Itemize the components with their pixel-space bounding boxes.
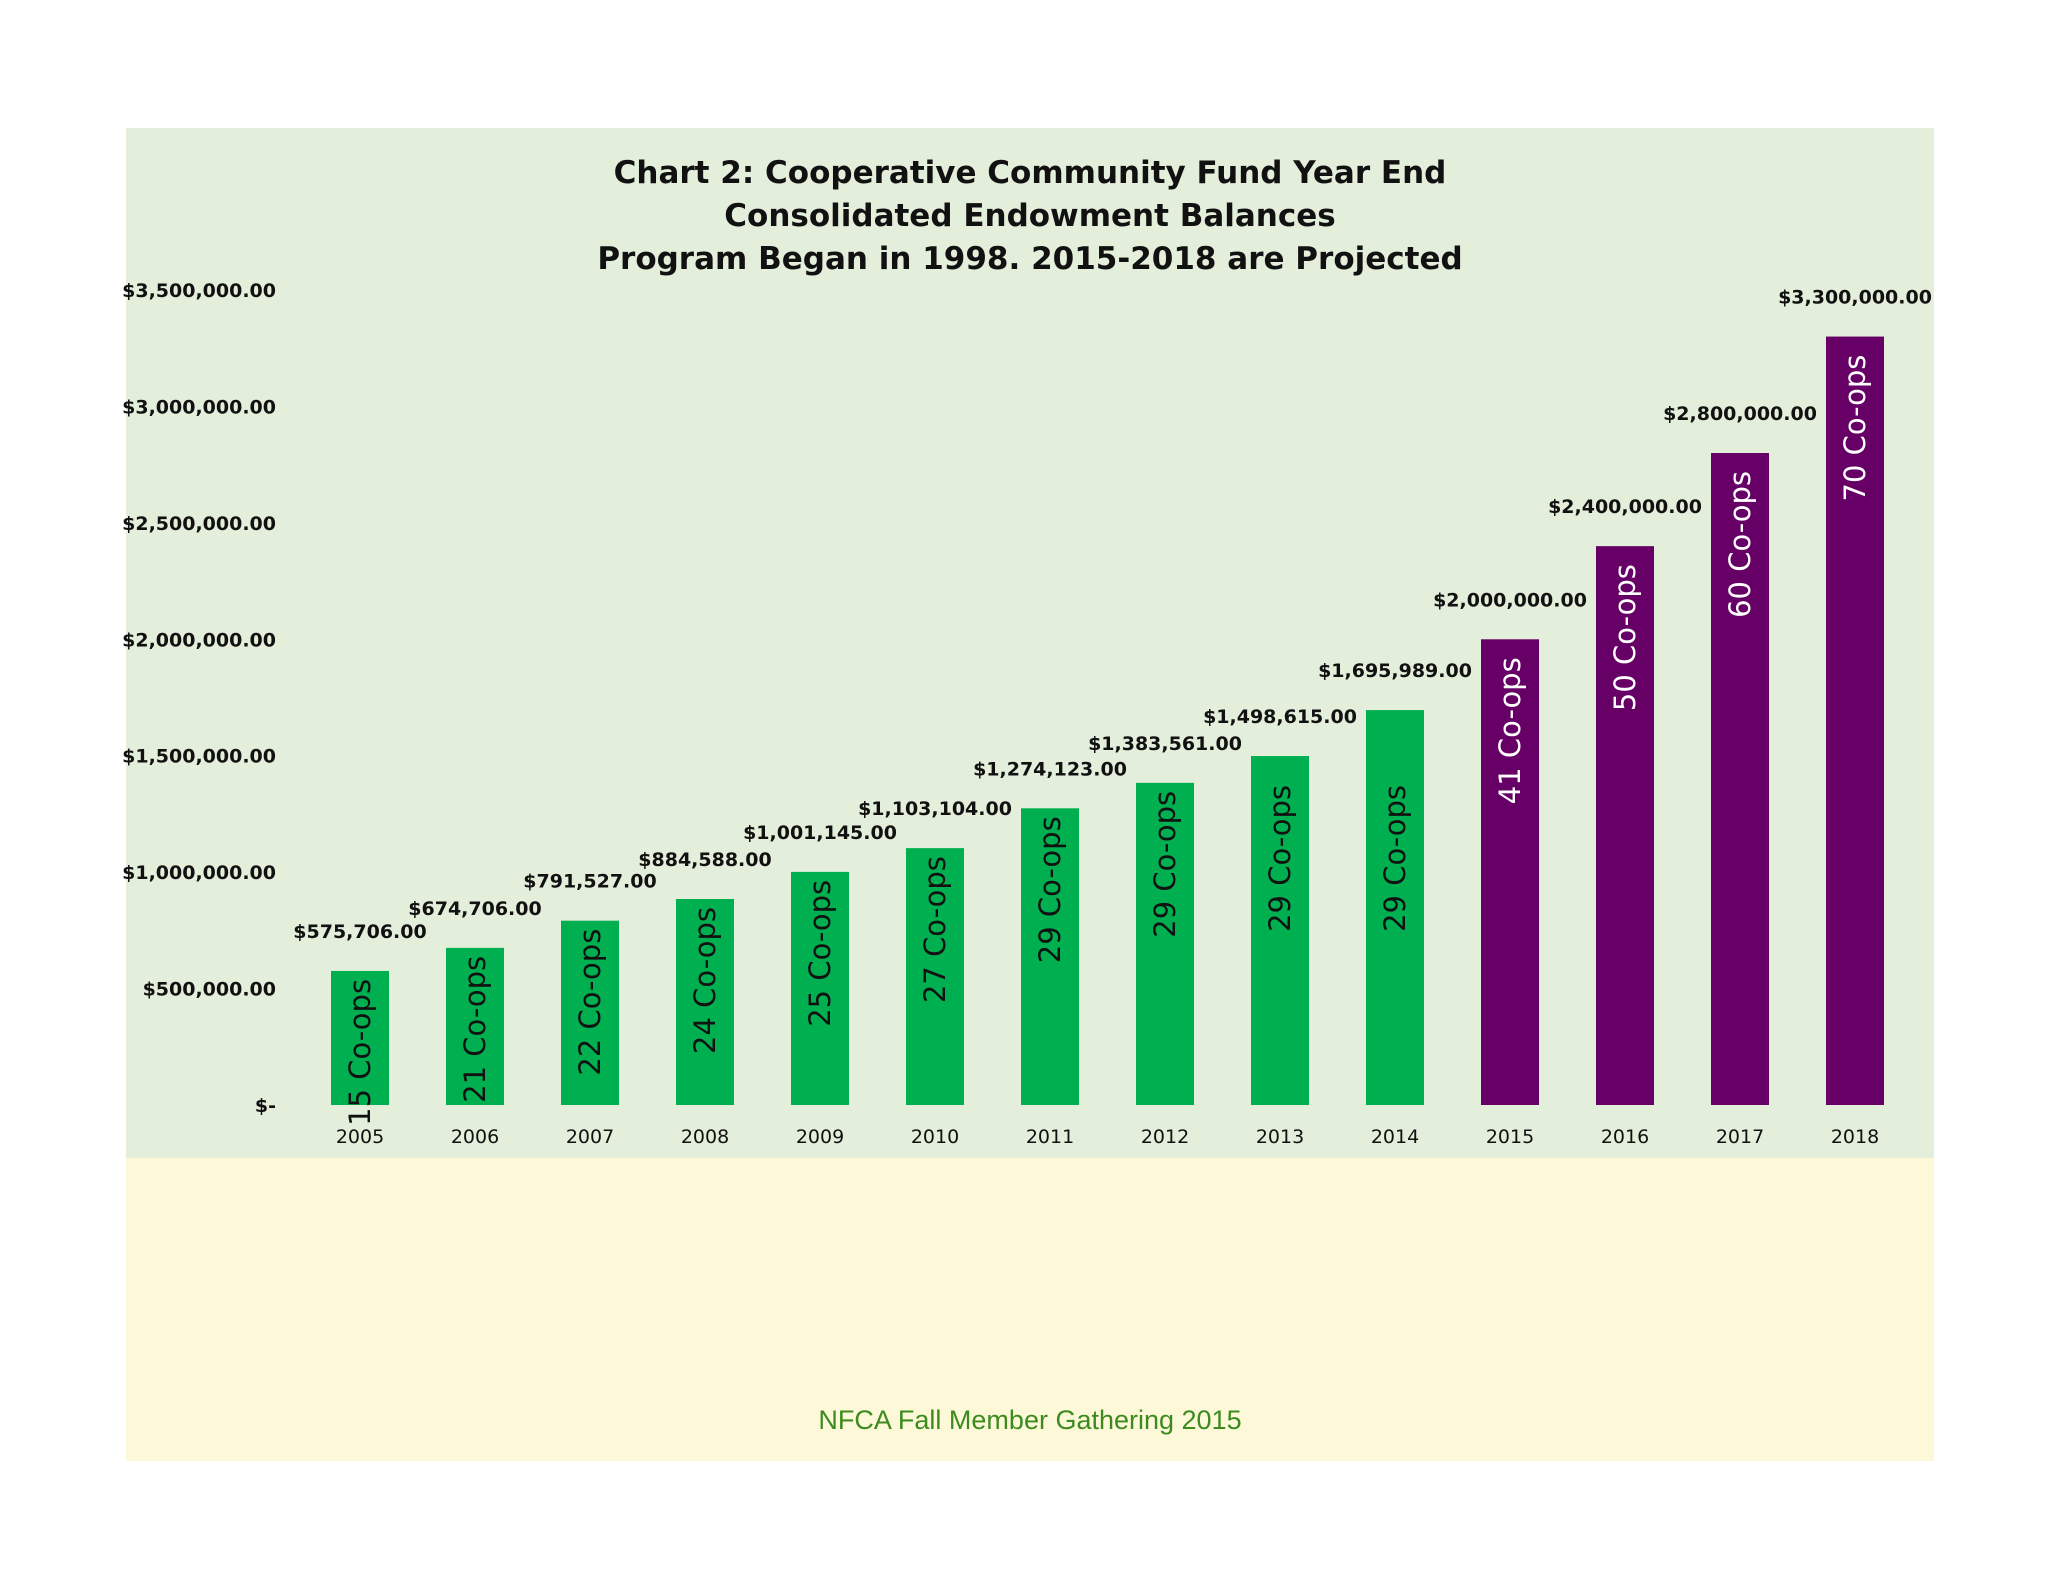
value-label-2008: $884,588.00 (638, 849, 771, 871)
value-label-2009: $1,001,145.00 (743, 822, 897, 844)
x-tick-label-2010: 2010 (911, 1126, 959, 1148)
bar-2008 (676, 899, 734, 1105)
bar-label-2017: 60 Co-ops (1723, 471, 1757, 618)
bar-label-2011: 29 Co-ops (1033, 816, 1067, 963)
footer-text: NFCA Fall Member Gathering 2015 (818, 1405, 1242, 1435)
chart-title: Chart 2: Cooperative Community Fund Year… (597, 155, 1462, 277)
bar-2014 (1366, 710, 1424, 1105)
bar-2017 (1711, 453, 1769, 1105)
value-label-2017: $2,800,000.00 (1663, 403, 1817, 425)
value-label-2005: $575,706.00 (293, 921, 426, 943)
x-tick-label-2005: 2005 (336, 1126, 384, 1148)
y-tick-label: $3,500,000.00 (122, 280, 276, 302)
bar-2011 (1021, 808, 1079, 1105)
bar-label-2009: 25 Co-ops (803, 880, 837, 1027)
x-tick-label-2014: 2014 (1371, 1126, 1419, 1148)
x-tick-label-2008: 2008 (681, 1126, 729, 1148)
x-tick-label-2012: 2012 (1141, 1126, 1189, 1148)
y-axis: $- $500,000.00 $1,000,000.00 $1,500,000.00 $… (122, 280, 276, 1117)
y-tick-label: $2,000,000.00 (122, 629, 276, 651)
value-label-2013: $1,498,615.00 (1203, 706, 1357, 728)
y-tick-label: $500,000.00 (143, 979, 276, 1001)
bar-2009 (791, 871, 849, 1105)
value-label-2012: $1,383,561.00 (1088, 733, 1242, 755)
x-tick-label-2007: 2007 (566, 1126, 614, 1148)
bar-label-2006: 21 Co-ops (458, 956, 492, 1103)
y-tick-label: $- (255, 1095, 276, 1117)
value-label-2006: $674,706.00 (408, 898, 541, 920)
y-tick-label: $1,000,000.00 (122, 862, 276, 884)
y-tick-label: $3,000,000.00 (122, 396, 276, 418)
chart-title-line-1: Chart 2: Cooperative Community Fund Year… (614, 155, 1447, 191)
bar-label-2013: 29 Co-ops (1263, 785, 1297, 932)
x-tick-label-2015: 2015 (1486, 1126, 1534, 1148)
bar-label-2012: 29 Co-ops (1148, 791, 1182, 938)
value-label-2007: $791,527.00 (523, 871, 656, 893)
bar-label-2010: 27 Co-ops (918, 856, 952, 1003)
bar-2012 (1136, 782, 1194, 1105)
bar-2013 (1251, 756, 1309, 1105)
bars: $575,706.00 15 Co-ops $674,706.00 21 Co-ops… (293, 287, 1932, 1126)
bar-2018 (1826, 336, 1884, 1106)
y-tick-label: $2,500,000.00 (122, 513, 276, 535)
bar-2010 (906, 848, 964, 1105)
value-label-2018: $3,300,000.00 (1778, 287, 1932, 309)
x-tick-label-2018: 2018 (1831, 1126, 1879, 1148)
bar-2015 (1481, 639, 1539, 1105)
bar-2005 (331, 970, 389, 1105)
x-tick-label-2017: 2017 (1716, 1126, 1764, 1148)
y-tick-label: $1,500,000.00 (122, 746, 276, 768)
x-tick-label-2013: 2013 (1256, 1126, 1304, 1148)
value-label-2011: $1,274,123.00 (973, 758, 1127, 780)
x-axis: 2005 2006 2007 2008 2009 2010 2011 2012 2013 2014… (336, 1126, 1879, 1148)
value-label-2015: $2,000,000.00 (1433, 589, 1587, 611)
x-tick-label-2011: 2011 (1026, 1126, 1074, 1148)
footer-panel (126, 1158, 1934, 1461)
x-tick-label-2016: 2016 (1601, 1126, 1649, 1148)
bar-label-2018: 70 Co-ops (1838, 355, 1872, 502)
bar-label-2015: 41 Co-ops (1493, 657, 1527, 804)
chart-title-line-3: Program Began in 1998. 2015-2018 are Pro… (597, 241, 1462, 277)
bar-2016 (1596, 546, 1654, 1105)
x-tick-label-2006: 2006 (451, 1126, 499, 1148)
bar-label-2008: 24 Co-ops (688, 907, 722, 1054)
bar-label-2016: 50 Co-ops (1608, 564, 1642, 711)
bar-label-2014: 29 Co-ops (1378, 785, 1412, 932)
bar-2006 (446, 947, 504, 1105)
bar-label-2005: 15 Co-ops (343, 979, 377, 1126)
value-label-2010: $1,103,104.00 (858, 798, 1012, 820)
value-label-2014: $1,695,989.00 (1318, 660, 1472, 682)
x-tick-label-2009: 2009 (796, 1126, 844, 1148)
chart-title-line-2: Consolidated Endowment Balances (724, 198, 1335, 234)
bar-label-2007: 22 Co-ops (573, 929, 607, 1076)
bar-2007 (561, 920, 619, 1105)
value-label-2016: $2,400,000.00 (1548, 496, 1702, 518)
